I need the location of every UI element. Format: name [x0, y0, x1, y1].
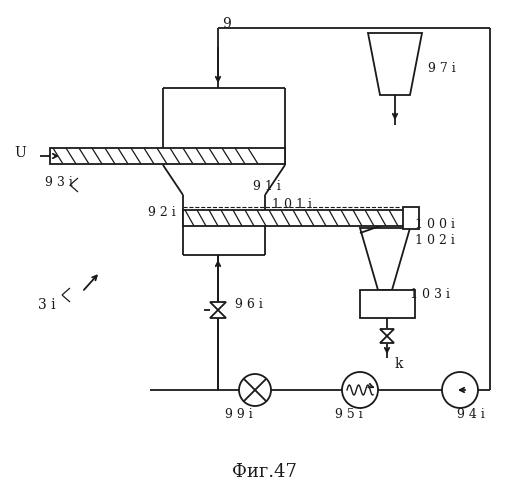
Text: 3 i: 3 i — [38, 298, 56, 312]
Text: 9: 9 — [222, 17, 231, 31]
Text: 9 7 i: 9 7 i — [428, 62, 456, 74]
Polygon shape — [380, 336, 394, 343]
Text: k: k — [395, 357, 404, 371]
Text: Фиг.47: Фиг.47 — [232, 463, 297, 481]
Text: 1 0 2 i: 1 0 2 i — [415, 234, 455, 246]
Polygon shape — [210, 302, 226, 310]
Polygon shape — [360, 228, 410, 290]
Bar — [50, 148, 285, 164]
Bar — [403, 207, 419, 229]
Polygon shape — [210, 310, 226, 318]
Text: 9 6 i: 9 6 i — [235, 298, 263, 312]
Text: 9 9 i: 9 9 i — [225, 408, 253, 422]
Text: 9 1 i: 9 1 i — [253, 180, 281, 192]
Text: 1 0 1 i: 1 0 1 i — [272, 198, 312, 211]
Text: 1 0 3 i: 1 0 3 i — [410, 288, 450, 302]
Polygon shape — [368, 33, 422, 95]
Bar — [183, 210, 405, 226]
Text: 9 2 i: 9 2 i — [148, 206, 176, 218]
Text: 1 0 0 i: 1 0 0 i — [415, 218, 455, 230]
Circle shape — [342, 372, 378, 408]
Text: U: U — [14, 146, 26, 160]
Bar — [360, 290, 415, 318]
Polygon shape — [380, 329, 394, 336]
Text: 9 5 i: 9 5 i — [335, 408, 363, 422]
Circle shape — [239, 374, 271, 406]
Circle shape — [442, 372, 478, 408]
Text: 9 4 i: 9 4 i — [457, 408, 485, 422]
Text: 9 3 i: 9 3 i — [45, 176, 73, 188]
